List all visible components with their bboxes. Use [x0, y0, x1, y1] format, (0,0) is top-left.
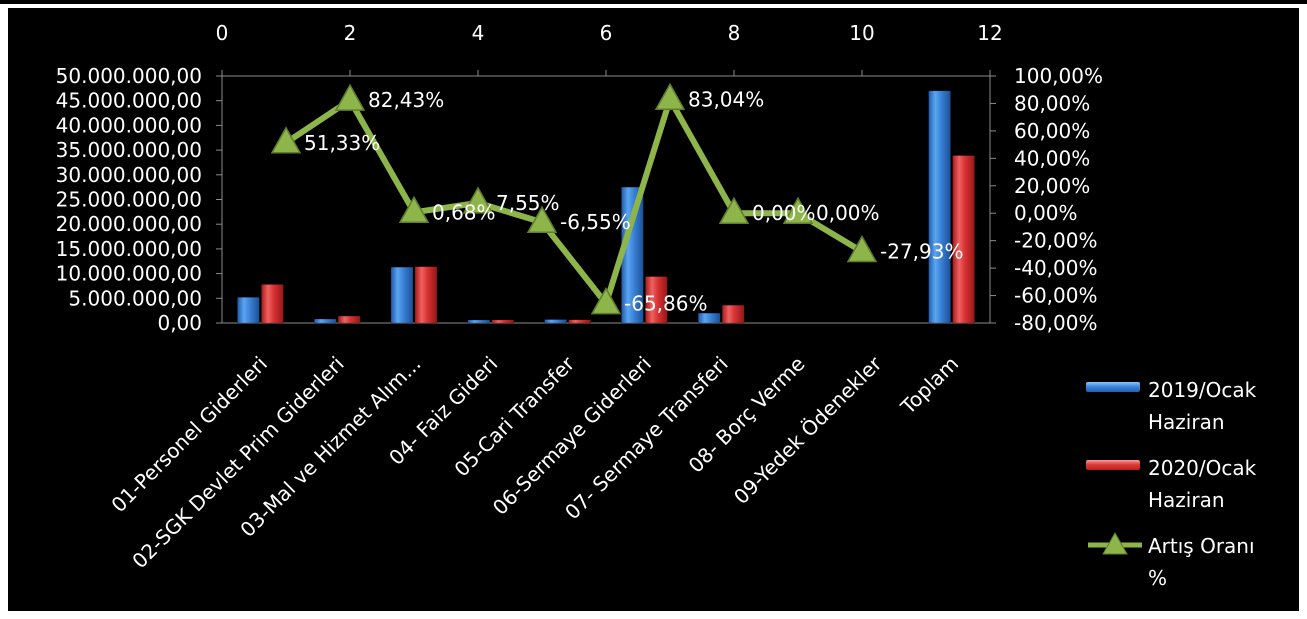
legend-label-artis-line1: Artış Oranı [1148, 534, 1255, 558]
right-axis-tick-label: 60,00% [1014, 119, 1090, 143]
artis-orani-data-label: 0,00% [752, 201, 816, 225]
left-axis-tick-label: 10.000.000,00 [56, 262, 202, 286]
legend: 2019/Ocak Haziran 2020/Ocak Haziran Artı… [1086, 374, 1301, 608]
bars-group [237, 90, 975, 324]
artis-orani-data-label: -6,55% [560, 210, 631, 234]
artis-orani-marker [270, 126, 302, 154]
left-axis-tick-label: 35.000.000,00 [56, 138, 202, 162]
legend-item-2019: 2019/Ocak Haziran [1086, 374, 1301, 438]
top-axis-tick-label: 12 [977, 21, 1002, 45]
bar-2020 [645, 276, 668, 324]
bar-2020 [721, 304, 745, 324]
bar-2019 [390, 266, 414, 324]
artis-orani-data-label: 51,33% [304, 131, 380, 155]
bar-2020 [337, 315, 361, 324]
legend-line-marker-icon [1088, 531, 1142, 555]
left-axis-tick-label: 30.000.000,00 [56, 163, 202, 187]
right-axis-tick-label: 20,00% [1014, 174, 1090, 198]
legend-label-2019-line1: 2019/Ocak [1148, 378, 1257, 402]
bar-2020 [568, 319, 591, 324]
right-axis-tick-label: 40,00% [1014, 146, 1090, 170]
left-axis-tick-label: 45.000.000,00 [56, 89, 202, 113]
right-axis-tick-label: -80,00% [1014, 311, 1097, 335]
right-axis-tick-label: -60,00% [1014, 284, 1097, 308]
left-axis-tick-label: 50.000.000,00 [56, 64, 202, 88]
legend-label-2019-line2: Haziran [1148, 410, 1225, 434]
top-axis-tick-label: 8 [728, 21, 741, 45]
bar-2020 [491, 319, 515, 324]
top-axis-tick-label: 0 [216, 21, 229, 45]
legend-item-2020: 2020/Ocak Haziran [1086, 452, 1301, 516]
artis-orani-marker [654, 82, 686, 111]
artis-orani-marker [590, 287, 622, 315]
line-series-group [270, 82, 878, 315]
artis-orani-data-label: 0,00% [816, 201, 880, 225]
left-axis-tick-label: 15.000.000,00 [56, 237, 202, 261]
bar-2020 [414, 266, 438, 324]
bar-2019 [313, 318, 337, 324]
legend-swatch-2020 [1086, 460, 1140, 470]
artis-orani-marker [462, 186, 494, 214]
bar-2019 [697, 312, 721, 324]
right-axis-tick-label: -40,00% [1014, 256, 1097, 280]
bar-2019 [544, 319, 567, 324]
bar-2020 [261, 284, 284, 324]
legend-item-artis: Artış Oranı % [1086, 530, 1301, 594]
bar-2019 [467, 319, 491, 324]
right-axis-tick-label: 100,00% [1014, 64, 1103, 88]
artis-orani-data-label: -27,93% [880, 240, 963, 264]
bar-2020 [952, 155, 975, 324]
right-axis-tick-label: 80,00% [1014, 91, 1090, 115]
left-axis-tick-label: 25.000.000,00 [56, 188, 202, 212]
artis-orani-line [284, 96, 864, 307]
left-axis-tick-label: 40.000.000,00 [56, 113, 202, 137]
left-axis-tick-label: 5.000.000,00 [68, 286, 202, 310]
artis-orani-data-label: -65,86% [624, 292, 707, 316]
right-axis-tick-label: -20,00% [1014, 229, 1097, 253]
legend-swatch-2019 [1086, 382, 1140, 392]
top-axis-tick-label: 2 [344, 21, 357, 45]
top-axis-tick-label: 10 [849, 21, 874, 45]
legend-label-2020-line2: Haziran [1148, 488, 1225, 512]
artis-orani-marker [398, 195, 430, 224]
artis-orani-marker [334, 83, 366, 111]
legend-label-artis-line2: % [1148, 566, 1168, 590]
artis-orani-data-label: 83,04% [688, 87, 764, 111]
right-axis-tick-label: 0,00% [1014, 201, 1078, 225]
top-axis-tick-label: 4 [472, 21, 485, 45]
top-border [0, 0, 1307, 4]
artis-orani-marker [846, 235, 878, 263]
artis-orani-marker [718, 196, 750, 224]
artis-orani-marker [782, 196, 814, 224]
left-axis-tick-label: 0,00 [157, 311, 202, 335]
artis-orani-marker [526, 205, 558, 233]
left-axis-tick-label: 20.000.000,00 [56, 212, 202, 236]
bar-2019 [237, 297, 260, 324]
legend-label-2020-line1: 2020/Ocak [1148, 456, 1257, 480]
artis-orani-data-label: 0,68% [432, 200, 496, 224]
bar-2019 [928, 90, 951, 324]
artis-orani-data-label: 82,43% [368, 88, 444, 112]
artis-orani-data-label: 7,55% [496, 191, 560, 215]
top-axis-tick-label: 6 [600, 21, 613, 45]
